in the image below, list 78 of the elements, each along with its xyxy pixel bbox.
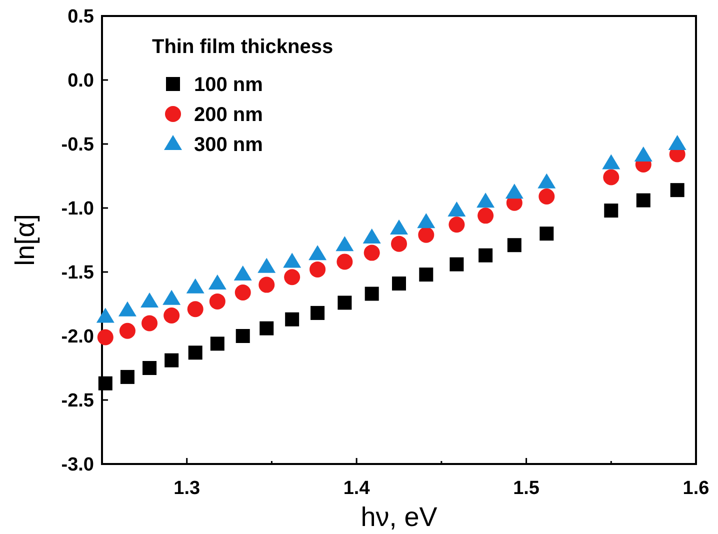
point	[478, 248, 493, 262]
x-tick-label: 1.4	[343, 478, 370, 499]
y-tick-label: 0.0	[68, 70, 94, 92]
point	[310, 306, 325, 320]
point	[364, 286, 379, 301]
point	[96, 308, 114, 323]
point	[142, 315, 158, 332]
point	[603, 169, 620, 186]
point	[476, 192, 495, 208]
point	[602, 154, 620, 170]
point	[119, 322, 136, 339]
point	[390, 219, 408, 234]
point	[208, 274, 226, 290]
y-tick-label: -3.0	[61, 454, 94, 476]
y-tick-label: -2.0	[61, 326, 94, 348]
point	[668, 135, 686, 150]
point	[505, 184, 524, 199]
x-axis-title: hν, eV	[360, 502, 438, 532]
point	[450, 257, 464, 272]
point	[164, 353, 179, 368]
point	[118, 301, 136, 316]
legend-title: Thin film thickness	[152, 36, 334, 58]
point	[448, 202, 466, 217]
point	[260, 321, 274, 336]
point	[392, 276, 406, 291]
legend-label: 100 nm	[194, 74, 263, 96]
legend-label: 300 nm	[194, 134, 263, 156]
point	[338, 296, 352, 310]
point	[140, 292, 159, 308]
point	[285, 312, 300, 326]
point	[364, 244, 380, 261]
point	[336, 236, 354, 252]
point	[98, 376, 112, 390]
point	[234, 284, 251, 300]
point	[284, 269, 300, 286]
point	[209, 293, 226, 310]
y-tick-label: 0.5	[68, 6, 94, 28]
legend-label: 200 nm	[194, 104, 263, 126]
x-tick-label: 1.6	[682, 478, 710, 499]
point	[336, 254, 353, 270]
point	[604, 204, 618, 218]
y-tick-label: -1.5	[61, 262, 94, 284]
point	[97, 329, 114, 346]
y-axis-title: ln[α]	[10, 214, 40, 266]
point	[210, 336, 224, 351]
point	[258, 258, 276, 273]
point	[418, 226, 434, 243]
point	[448, 216, 465, 233]
point	[419, 268, 434, 282]
point	[308, 245, 327, 260]
point	[634, 146, 652, 162]
point	[186, 278, 204, 294]
point	[417, 213, 436, 228]
point	[234, 266, 252, 281]
y-tick-label: -2.5	[61, 390, 94, 412]
point	[540, 226, 554, 241]
point	[188, 346, 202, 360]
point	[538, 173, 556, 188]
point	[236, 329, 250, 343]
point	[283, 252, 302, 268]
point	[258, 276, 275, 293]
y-tick-label: -0.5	[61, 134, 94, 156]
x-tick-label: 1.3	[174, 478, 200, 499]
point	[142, 361, 157, 375]
point	[187, 301, 204, 318]
point	[478, 208, 494, 224]
point	[538, 188, 555, 204]
point	[391, 236, 407, 252]
point	[164, 308, 180, 324]
point	[120, 370, 134, 384]
point	[310, 261, 326, 278]
point	[507, 238, 522, 252]
point	[636, 193, 650, 208]
point	[670, 183, 684, 198]
point	[162, 290, 181, 305]
x-tick-label: 1.5	[513, 478, 540, 499]
y-tick-label: -1.0	[61, 198, 94, 220]
point	[362, 228, 381, 244]
